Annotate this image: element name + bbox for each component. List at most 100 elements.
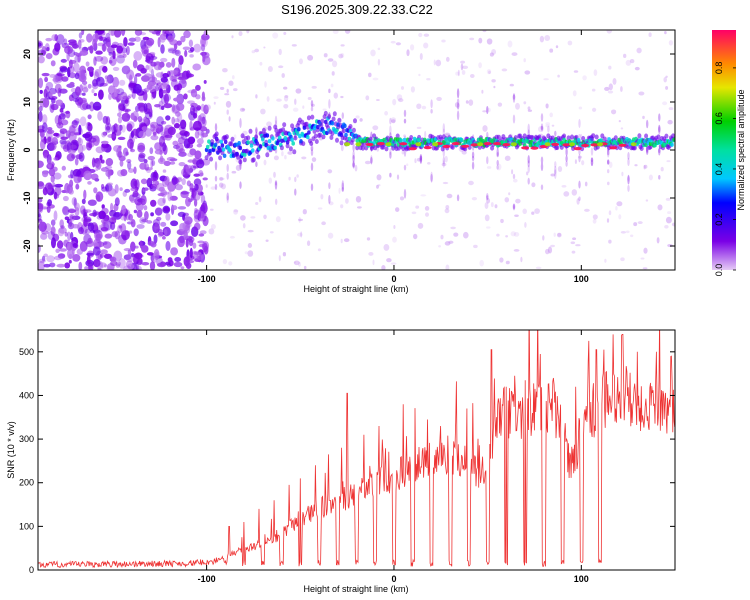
spectrogram-cell: [335, 137, 339, 143]
spectrogram-cell: [100, 56, 109, 65]
spectrogram-cell: [554, 130, 557, 137]
spectrogram-cell: [82, 84, 88, 89]
spectrogram-cell: [620, 231, 627, 234]
spectrogram-cell: [92, 101, 102, 111]
spectrogram-cell: [389, 125, 392, 135]
spectrogram-cell: [293, 135, 298, 141]
spectrogram-cell: [158, 88, 164, 99]
spectrogram-cell: [396, 174, 400, 180]
spectrogram-cell: [103, 241, 112, 249]
x-tick-label: 100: [574, 274, 589, 284]
spectrogram-cell: [74, 72, 80, 80]
spectrogram-cell: [292, 149, 297, 155]
spectrogram-cell: [293, 260, 300, 266]
spectrogram-cell: [134, 252, 143, 260]
spectrogram-cell: [580, 146, 585, 152]
spectrogram-cell: [80, 97, 87, 104]
spectrogram-cell: [531, 182, 536, 188]
spectrogram-cell: [461, 144, 470, 148]
spectrogram-cell: [575, 244, 581, 247]
spectrogram-cell: [590, 157, 594, 163]
spectrogram-cell: [107, 133, 117, 139]
spectrogram-cell: [527, 177, 530, 185]
spectrogram-cell: [103, 264, 108, 268]
spectrogram-cell: [360, 145, 365, 151]
spectrogram-cell: [255, 128, 258, 134]
spectrogram-cell: [50, 237, 57, 249]
spectrogram-cell: [119, 91, 128, 101]
spectrogram-cell: [578, 154, 581, 163]
spectrogram-cell: [294, 188, 297, 196]
spectrogram-cell: [462, 65, 469, 70]
spectrogram-cell: [341, 180, 344, 190]
spectrogram-cell: [327, 169, 333, 174]
spectrogram-cell: [171, 49, 180, 55]
spectrogram-cell: [199, 230, 207, 235]
spectrogram-cell: [258, 196, 262, 203]
y-tick-label: 300: [19, 434, 34, 444]
spectrogram-cell: [377, 47, 381, 51]
spectrogram-cell: [157, 262, 166, 268]
spectrogram-cell: [152, 131, 157, 136]
spectrogram-cell: [297, 127, 301, 132]
colorbar-ticks: 0.0 0.2 0.4 0.6 0.8: [714, 62, 736, 276]
spectrogram-cell: [310, 146, 314, 151]
spectrogram-cell: [306, 115, 311, 121]
spectrogram-cell: [665, 197, 671, 201]
snr-panel: -100 0 100 0 100 200 300 400 500 Height of stra…: [6, 329, 676, 594]
spectrogram-cell: [167, 35, 175, 43]
spectrogram-cell: [194, 150, 202, 160]
spectrogram-cell: [59, 139, 67, 145]
spectrogram-cell: [193, 222, 201, 231]
spectrogram-cell: [471, 151, 475, 159]
spectrogram-cell: [142, 188, 146, 192]
spectrogram-cell: [127, 42, 135, 46]
spectrogram-cell: [455, 71, 460, 76]
spectrogram-cell: [146, 252, 154, 256]
spectrogram-cell: [239, 181, 242, 189]
spectrogram-cell: [54, 42, 61, 52]
spectrogram-cell: [261, 127, 266, 133]
spectrogram-cell: [210, 186, 216, 190]
spectrogram-cell: [266, 96, 270, 102]
spectrogram-cell: [162, 169, 167, 173]
spectrogram-cell: [444, 137, 448, 142]
spectrogram-cell: [376, 184, 379, 189]
spectrogram-cell: [368, 72, 372, 78]
spectrogram-cell: [581, 136, 586, 141]
spectrogram-cell: [125, 45, 130, 56]
spectrogram-cell: [522, 208, 527, 215]
spectrogram-cell: [343, 123, 347, 129]
spectrogram-cell: [608, 210, 612, 216]
spectrogram-cell: [302, 209, 307, 215]
spectrogram-cell: [505, 235, 508, 238]
spectrogram-cell: [66, 153, 75, 162]
spectrogram-cell: [174, 118, 180, 123]
colorbar-tick-label: 0.6: [714, 112, 724, 125]
spectrogram-cell: [298, 218, 303, 222]
spectrogram-cell: [224, 134, 229, 140]
spectrogram-cell: [104, 233, 113, 239]
spectrogram-cell: [87, 114, 92, 120]
spectrogram-cell: [312, 128, 317, 134]
spectrogram-cell: [192, 63, 202, 71]
spectrogram-cell: [176, 102, 185, 111]
spectrogram-cell: [606, 181, 610, 186]
spectrogram-cell: [127, 263, 135, 270]
spectrogram-cell: [148, 55, 158, 60]
spectrogram-cell: [623, 53, 627, 59]
spectrogram-cell: [403, 134, 406, 138]
x-tick-label: -100: [198, 274, 216, 284]
spectrogram-cell: [161, 89, 170, 94]
spectrogram-cell: [390, 40, 396, 44]
spectrogram-cell: [72, 169, 82, 177]
spectrogram-cell: [203, 104, 209, 115]
spectrogram-cell: [648, 32, 652, 37]
spectrogram-cell: [81, 198, 86, 205]
spectrogram-cell: [620, 86, 623, 92]
spectrogram-cell: [102, 219, 106, 230]
spectrogram-cell: [268, 177, 273, 184]
spectrogram-cell: [316, 124, 320, 130]
spectrogram-cell: [162, 236, 166, 240]
spectrogram-cell: [201, 240, 210, 251]
